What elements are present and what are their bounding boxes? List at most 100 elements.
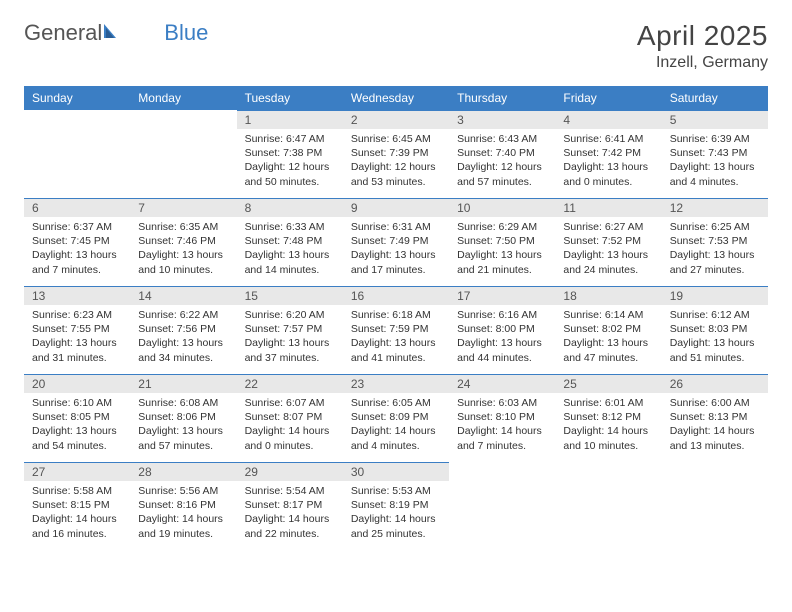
sunrise-text: Sunrise: 6:05 AM xyxy=(351,396,441,410)
calendar-day-cell: 16Sunrise: 6:18 AMSunset: 7:59 PMDayligh… xyxy=(343,286,449,374)
sunset-text: Sunset: 7:40 PM xyxy=(457,146,547,160)
day-details: Sunrise: 6:43 AMSunset: 7:40 PMDaylight:… xyxy=(449,129,555,195)
day-number: 17 xyxy=(449,286,555,305)
calendar-day-cell: 21Sunrise: 6:08 AMSunset: 8:06 PMDayligh… xyxy=(130,374,236,462)
daylight-text: Daylight: 14 hours and 10 minutes. xyxy=(563,424,653,452)
calendar-day-cell: 15Sunrise: 6:20 AMSunset: 7:57 PMDayligh… xyxy=(237,286,343,374)
calendar-day-cell: 27Sunrise: 5:58 AMSunset: 8:15 PMDayligh… xyxy=(24,462,130,550)
day-number: 11 xyxy=(555,198,661,217)
sunrise-text: Sunrise: 6:14 AM xyxy=(563,308,653,322)
daylight-text: Daylight: 12 hours and 53 minutes. xyxy=(351,160,441,188)
daylight-text: Daylight: 13 hours and 27 minutes. xyxy=(670,248,760,276)
sunrise-text: Sunrise: 6:00 AM xyxy=(670,396,760,410)
day-number: 24 xyxy=(449,374,555,393)
daylight-text: Daylight: 14 hours and 4 minutes. xyxy=(351,424,441,452)
calendar-day-cell: 24Sunrise: 6:03 AMSunset: 8:10 PMDayligh… xyxy=(449,374,555,462)
sunset-text: Sunset: 7:49 PM xyxy=(351,234,441,248)
sunset-text: Sunset: 7:59 PM xyxy=(351,322,441,336)
day-details: Sunrise: 5:58 AMSunset: 8:15 PMDaylight:… xyxy=(24,481,130,547)
header: General Blue April 2025 Inzell, Germany xyxy=(24,20,768,72)
day-number: 19 xyxy=(662,286,768,305)
sunset-text: Sunset: 8:13 PM xyxy=(670,410,760,424)
sunset-text: Sunset: 8:15 PM xyxy=(32,498,122,512)
calendar-day-cell xyxy=(449,462,555,550)
daylight-text: Daylight: 13 hours and 17 minutes. xyxy=(351,248,441,276)
page-title: April 2025 xyxy=(637,20,768,52)
sunset-text: Sunset: 7:57 PM xyxy=(245,322,335,336)
sunset-text: Sunset: 8:16 PM xyxy=(138,498,228,512)
day-details: Sunrise: 6:27 AMSunset: 7:52 PMDaylight:… xyxy=(555,217,661,283)
day-details: Sunrise: 6:45 AMSunset: 7:39 PMDaylight:… xyxy=(343,129,449,195)
sunset-text: Sunset: 7:53 PM xyxy=(670,234,760,248)
sunrise-text: Sunrise: 6:27 AM xyxy=(563,220,653,234)
weekday-header: Tuesday xyxy=(237,86,343,110)
calendar-day-cell: 17Sunrise: 6:16 AMSunset: 8:00 PMDayligh… xyxy=(449,286,555,374)
sunrise-text: Sunrise: 6:45 AM xyxy=(351,132,441,146)
sunrise-text: Sunrise: 6:23 AM xyxy=(32,308,122,322)
weekday-header: Saturday xyxy=(662,86,768,110)
calendar-day-cell xyxy=(24,110,130,198)
daylight-text: Daylight: 13 hours and 47 minutes. xyxy=(563,336,653,364)
calendar-day-cell: 18Sunrise: 6:14 AMSunset: 8:02 PMDayligh… xyxy=(555,286,661,374)
day-number: 22 xyxy=(237,374,343,393)
calendar-day-cell: 4Sunrise: 6:41 AMSunset: 7:42 PMDaylight… xyxy=(555,110,661,198)
weekday-header: Thursday xyxy=(449,86,555,110)
calendar-day-cell: 11Sunrise: 6:27 AMSunset: 7:52 PMDayligh… xyxy=(555,198,661,286)
weekday-header: Sunday xyxy=(24,86,130,110)
day-details: Sunrise: 6:29 AMSunset: 7:50 PMDaylight:… xyxy=(449,217,555,283)
sunrise-text: Sunrise: 6:07 AM xyxy=(245,396,335,410)
sunrise-text: Sunrise: 6:20 AM xyxy=(245,308,335,322)
day-details: Sunrise: 6:16 AMSunset: 8:00 PMDaylight:… xyxy=(449,305,555,371)
daylight-text: Daylight: 13 hours and 4 minutes. xyxy=(670,160,760,188)
day-number: 6 xyxy=(24,198,130,217)
day-details: Sunrise: 6:01 AMSunset: 8:12 PMDaylight:… xyxy=(555,393,661,459)
daylight-text: Daylight: 13 hours and 51 minutes. xyxy=(670,336,760,364)
day-details: Sunrise: 6:08 AMSunset: 8:06 PMDaylight:… xyxy=(130,393,236,459)
day-details: Sunrise: 6:23 AMSunset: 7:55 PMDaylight:… xyxy=(24,305,130,371)
daylight-text: Daylight: 13 hours and 0 minutes. xyxy=(563,160,653,188)
sunrise-text: Sunrise: 6:35 AM xyxy=(138,220,228,234)
calendar-day-cell: 28Sunrise: 5:56 AMSunset: 8:16 PMDayligh… xyxy=(130,462,236,550)
sunset-text: Sunset: 8:09 PM xyxy=(351,410,441,424)
sunrise-text: Sunrise: 5:53 AM xyxy=(351,484,441,498)
day-details: Sunrise: 6:20 AMSunset: 7:57 PMDaylight:… xyxy=(237,305,343,371)
day-details: Sunrise: 6:07 AMSunset: 8:07 PMDaylight:… xyxy=(237,393,343,459)
day-number: 28 xyxy=(130,462,236,481)
calendar-day-cell: 5Sunrise: 6:39 AMSunset: 7:43 PMDaylight… xyxy=(662,110,768,198)
calendar-day-cell: 20Sunrise: 6:10 AMSunset: 8:05 PMDayligh… xyxy=(24,374,130,462)
sunrise-text: Sunrise: 6:47 AM xyxy=(245,132,335,146)
sunrise-text: Sunrise: 6:43 AM xyxy=(457,132,547,146)
daylight-text: Daylight: 13 hours and 24 minutes. xyxy=(563,248,653,276)
calendar-header-row: SundayMondayTuesdayWednesdayThursdayFrid… xyxy=(24,86,768,110)
logo-text-general: General xyxy=(24,20,102,46)
calendar-day-cell: 3Sunrise: 6:43 AMSunset: 7:40 PMDaylight… xyxy=(449,110,555,198)
calendar-day-cell: 22Sunrise: 6:07 AMSunset: 8:07 PMDayligh… xyxy=(237,374,343,462)
day-details: Sunrise: 6:41 AMSunset: 7:42 PMDaylight:… xyxy=(555,129,661,195)
day-number: 10 xyxy=(449,198,555,217)
calendar-week-row: 6Sunrise: 6:37 AMSunset: 7:45 PMDaylight… xyxy=(24,198,768,286)
day-details: Sunrise: 6:05 AMSunset: 8:09 PMDaylight:… xyxy=(343,393,449,459)
title-block: April 2025 Inzell, Germany xyxy=(637,20,768,72)
sunrise-text: Sunrise: 6:16 AM xyxy=(457,308,547,322)
day-details: Sunrise: 6:39 AMSunset: 7:43 PMDaylight:… xyxy=(662,129,768,195)
calendar-day-cell: 8Sunrise: 6:33 AMSunset: 7:48 PMDaylight… xyxy=(237,198,343,286)
calendar-week-row: 27Sunrise: 5:58 AMSunset: 8:15 PMDayligh… xyxy=(24,462,768,550)
calendar-day-cell: 6Sunrise: 6:37 AMSunset: 7:45 PMDaylight… xyxy=(24,198,130,286)
day-details: Sunrise: 5:53 AMSunset: 8:19 PMDaylight:… xyxy=(343,481,449,547)
sunset-text: Sunset: 7:38 PM xyxy=(245,146,335,160)
daylight-text: Daylight: 14 hours and 0 minutes. xyxy=(245,424,335,452)
day-number: 25 xyxy=(555,374,661,393)
day-details: Sunrise: 6:37 AMSunset: 7:45 PMDaylight:… xyxy=(24,217,130,283)
daylight-text: Daylight: 14 hours and 7 minutes. xyxy=(457,424,547,452)
sunset-text: Sunset: 7:46 PM xyxy=(138,234,228,248)
sunset-text: Sunset: 7:39 PM xyxy=(351,146,441,160)
daylight-text: Daylight: 14 hours and 13 minutes. xyxy=(670,424,760,452)
sunrise-text: Sunrise: 5:58 AM xyxy=(32,484,122,498)
day-number: 16 xyxy=(343,286,449,305)
day-number: 1 xyxy=(237,110,343,129)
calendar-day-cell: 26Sunrise: 6:00 AMSunset: 8:13 PMDayligh… xyxy=(662,374,768,462)
location-label: Inzell, Germany xyxy=(637,54,768,72)
day-details: Sunrise: 6:25 AMSunset: 7:53 PMDaylight:… xyxy=(662,217,768,283)
daylight-text: Daylight: 14 hours and 25 minutes. xyxy=(351,512,441,540)
calendar-day-cell: 2Sunrise: 6:45 AMSunset: 7:39 PMDaylight… xyxy=(343,110,449,198)
